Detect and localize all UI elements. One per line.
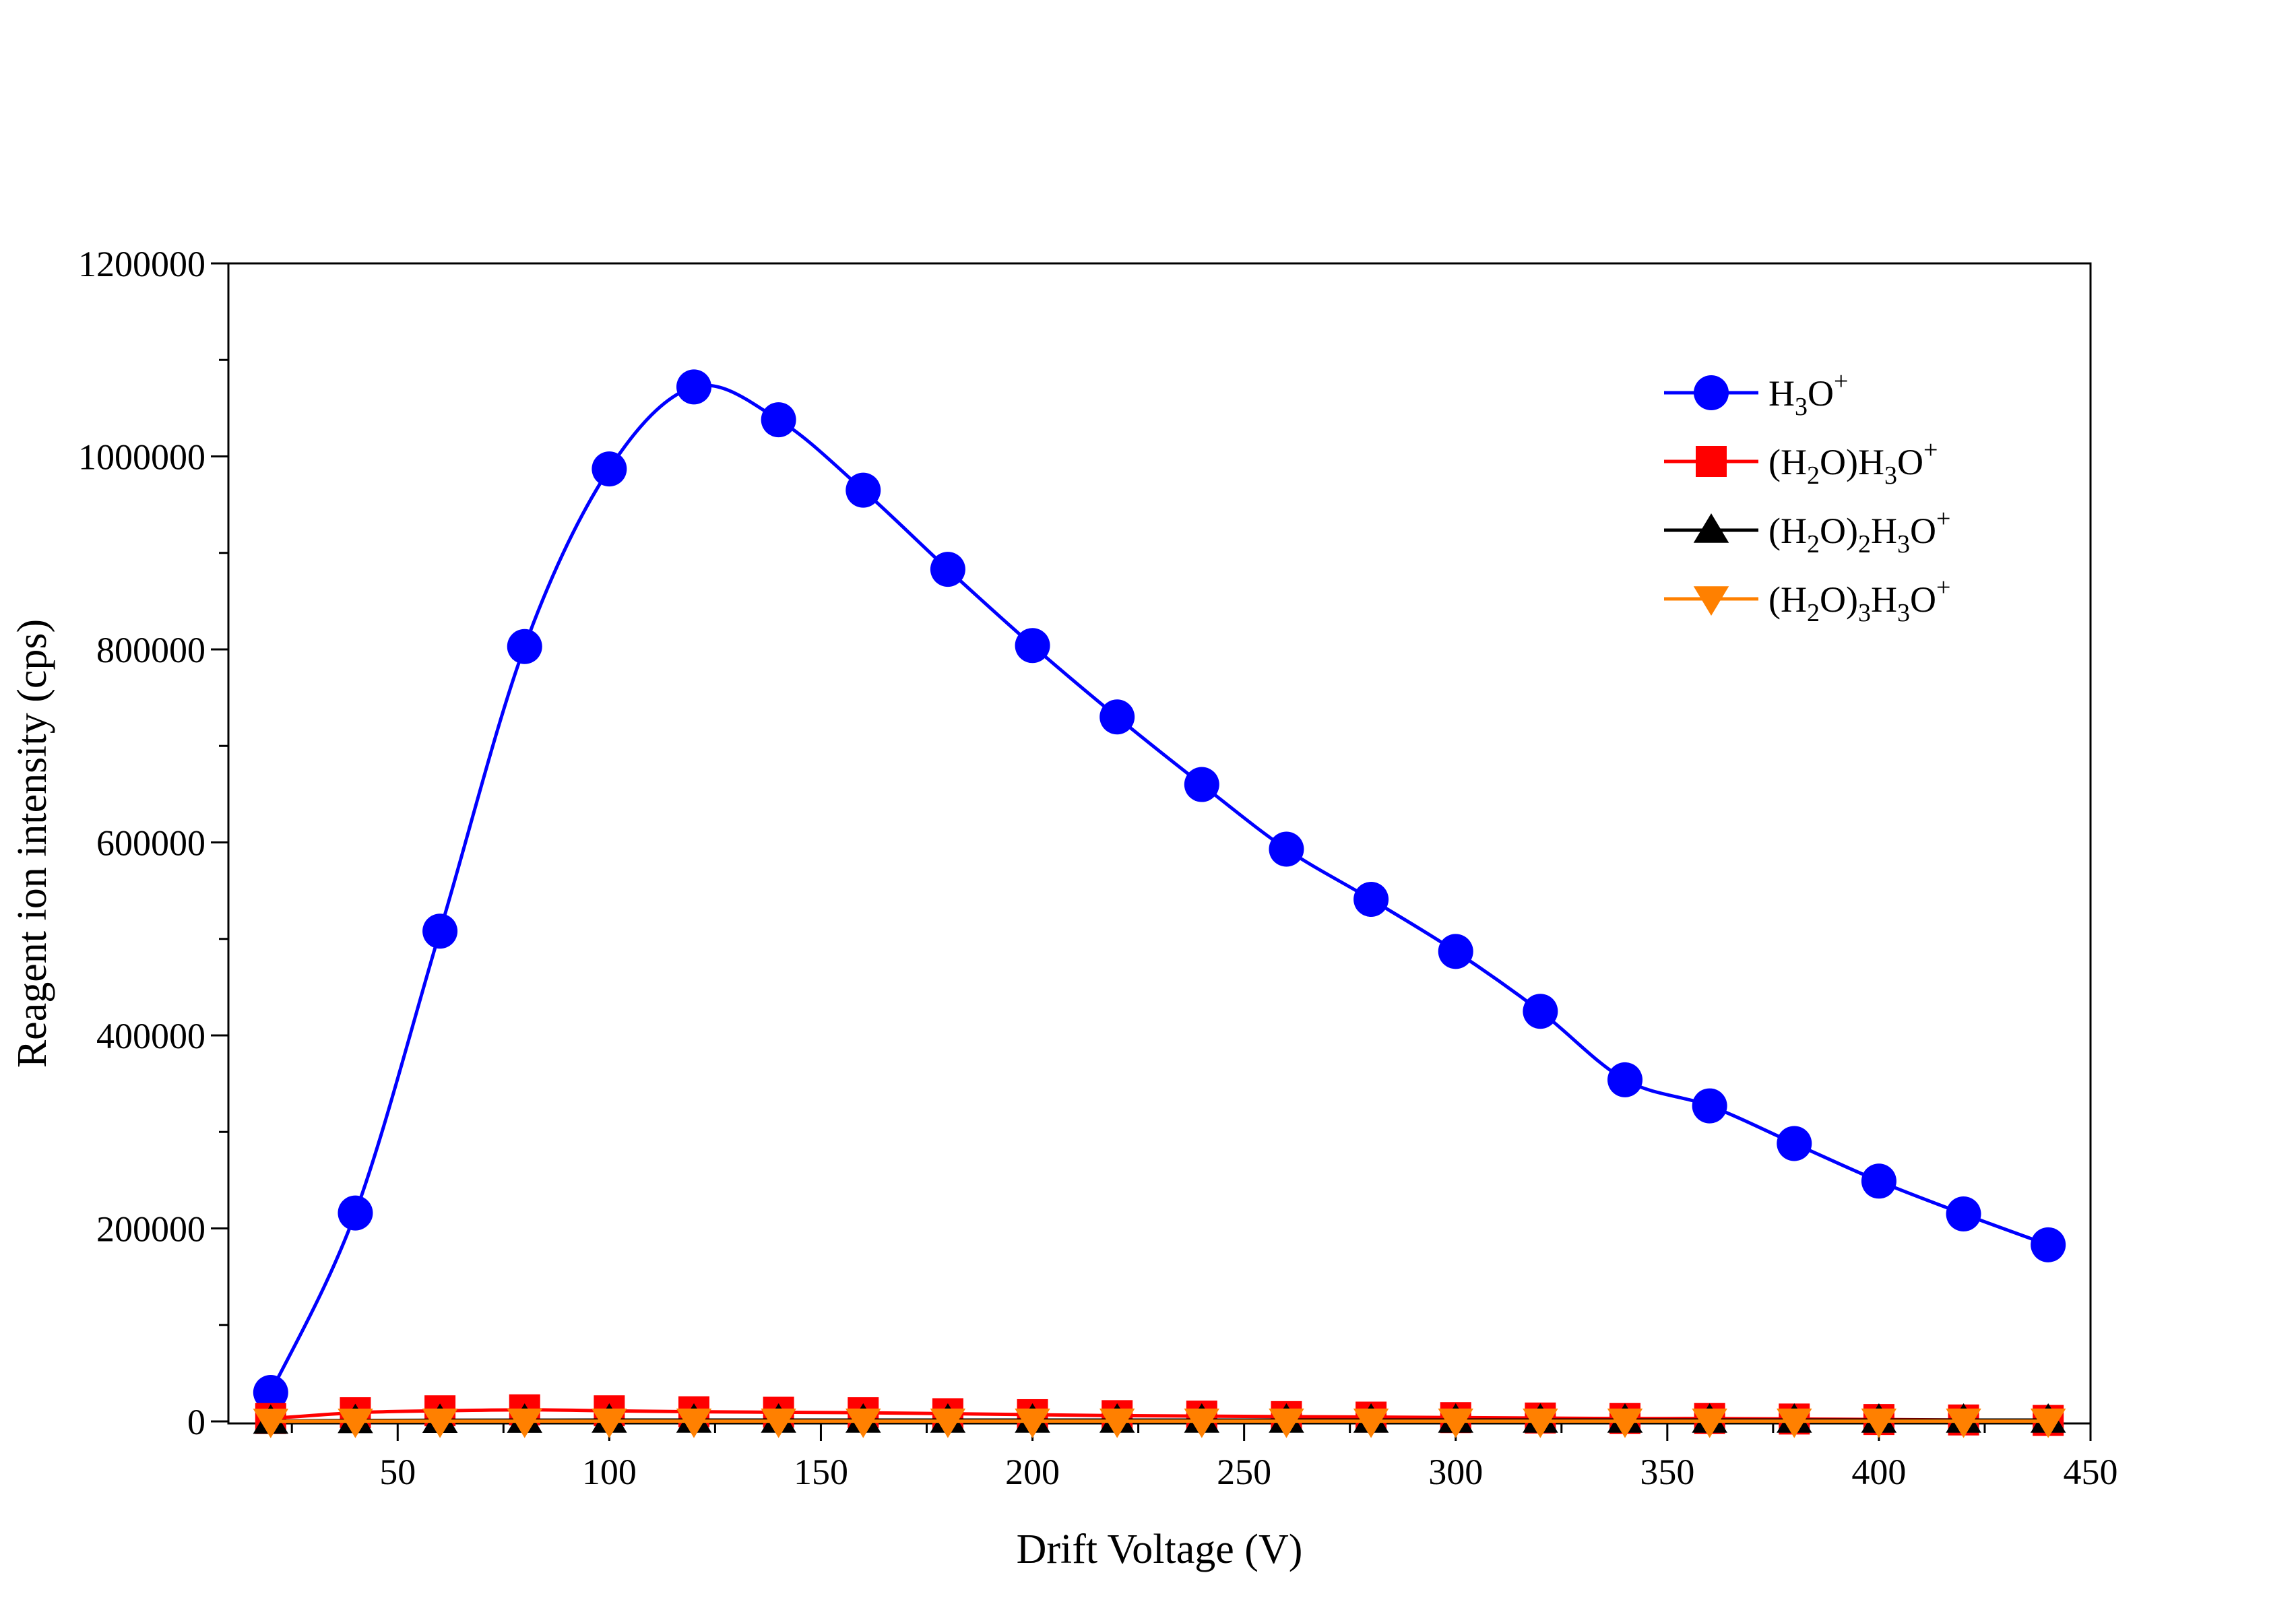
y-axis: 0 200000 400000 600000 800000 1000000 1200000 <box>78 244 228 1442</box>
y-tick-label: 400000 <box>96 1016 205 1056</box>
data-point <box>930 552 965 587</box>
legend-marker <box>1694 375 1729 410</box>
legend-label: H3​O+ <box>1768 367 1848 421</box>
legend-item-4: (H2​O)3​H3​O+ <box>1664 573 1950 627</box>
y-tick-label: 0 <box>187 1402 205 1442</box>
data-point <box>1269 832 1304 867</box>
data-point <box>2031 1227 2066 1262</box>
data-point <box>1523 994 1558 1029</box>
data-point <box>592 451 627 486</box>
legend: H3​O+ (H2​O)H3​O+ (H2​O)2​H3​O+ (H2​O)3​H3​… <box>1664 367 1950 627</box>
data-point <box>1861 1163 1896 1198</box>
legend-marker <box>1694 586 1729 616</box>
data-point <box>507 629 542 664</box>
legend-label: (H2​O)H3​O+ <box>1768 436 1938 490</box>
legend-marker <box>1696 446 1727 477</box>
data-point <box>1099 699 1135 734</box>
data-point <box>1946 1196 1981 1231</box>
x-tick-label: 300 <box>1428 1452 1483 1492</box>
y-tick-label: 200000 <box>96 1209 205 1250</box>
data-point <box>1353 882 1389 917</box>
x-axis: 50 100 150 200 250 300 350 400 450 <box>292 1423 2117 1492</box>
x-tick-label: 200 <box>1005 1452 1060 1492</box>
legend-label: (H2​O)2​H3​O+ <box>1768 505 1950 558</box>
y-tick-label: 1000000 <box>78 437 205 478</box>
data-point <box>1184 767 1219 802</box>
data-point <box>1777 1126 1812 1161</box>
x-tick-label: 100 <box>582 1452 637 1492</box>
x-tick-label: 350 <box>1640 1452 1694 1492</box>
data-point <box>422 913 457 949</box>
data-point <box>1607 1062 1643 1097</box>
x-tick-label: 250 <box>1217 1452 1271 1492</box>
data-point <box>338 1196 373 1231</box>
legend-item-2: (H2​O)H3​O+ <box>1664 436 1938 490</box>
legend-marker <box>1694 513 1729 543</box>
data-point <box>676 369 711 404</box>
data-point <box>846 473 881 508</box>
legend-label: (H2​O)3​H3​O+ <box>1768 573 1950 627</box>
data-point <box>1438 934 1473 969</box>
x-axis-title: Drift Voltage (V) <box>1017 1527 1303 1572</box>
x-tick-label: 50 <box>379 1452 416 1492</box>
data-point <box>1692 1089 1727 1124</box>
legend-item-3: (H2​O)2​H3​O+ <box>1664 505 1950 558</box>
y-tick-label: 600000 <box>96 823 205 864</box>
plot-frame <box>228 263 2091 1423</box>
data-point <box>1015 628 1050 663</box>
x-tick-label: 400 <box>1851 1452 1906 1492</box>
legend-item-1: H3​O+ <box>1664 367 1848 421</box>
x-tick-label: 150 <box>794 1452 848 1492</box>
y-tick-label: 800000 <box>96 630 205 670</box>
y-tick-label: 1200000 <box>78 244 205 284</box>
data-point <box>761 402 796 437</box>
x-tick-label: 450 <box>2064 1452 2118 1492</box>
y-axis-title: Reagent ion intensity (cps) <box>9 619 55 1068</box>
